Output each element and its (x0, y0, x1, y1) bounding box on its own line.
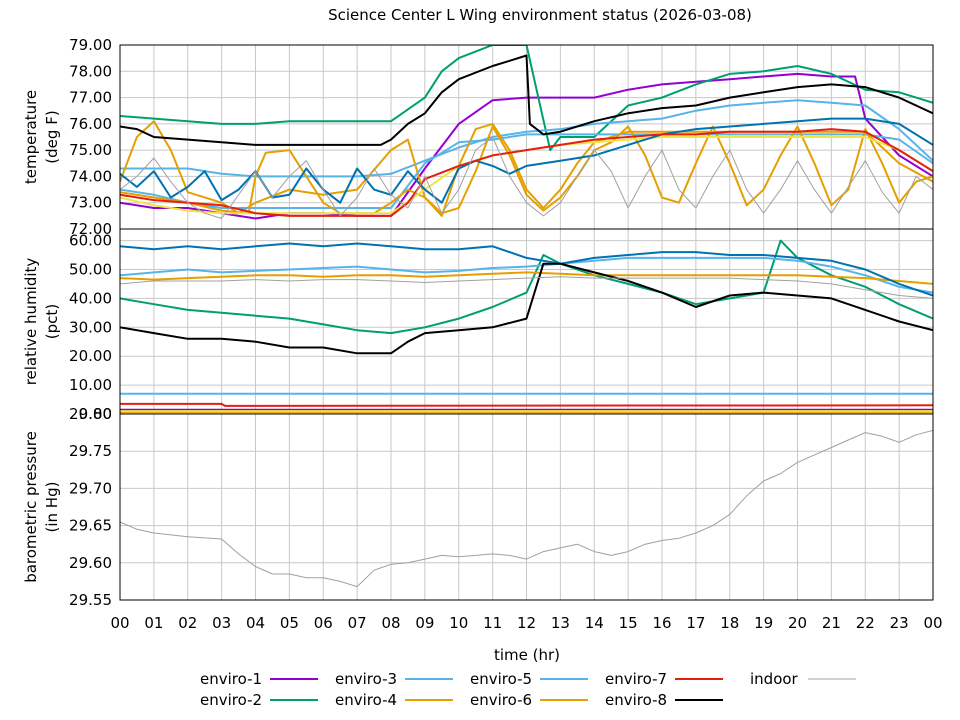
y-tick-label: 29.55 (69, 591, 112, 609)
panel-2: 29.55 29.60 29.65 29.70 29.75 29.80 barometric… (22, 405, 934, 609)
x-tick-label: 18 (720, 614, 739, 632)
series-line-enviro-5 (120, 256, 933, 294)
series-line-enviro-8-black- (120, 262, 933, 355)
series-line-enviro-8-black- (120, 54, 933, 146)
x-tick-label: 22 (856, 614, 875, 632)
y-tick-label: 76.00 (69, 115, 112, 133)
y-tick-label: 74.00 (69, 167, 112, 185)
chart-title: Science Center L Wing environment status… (328, 6, 752, 24)
x-tick-label: 23 (890, 614, 909, 632)
legend-label: enviro-5 (470, 670, 532, 688)
x-tick-label: 09 (415, 614, 434, 632)
series-line-indoor (120, 276, 933, 299)
series-line-enviro-2 (120, 239, 933, 335)
legend-label: enviro-2 (200, 691, 262, 709)
y-tick-label: 60.00 (69, 232, 112, 250)
panel-frame (119, 413, 934, 601)
x-tick-label: 00 (923, 614, 942, 632)
y-tick-label: 10.00 (69, 376, 112, 394)
x-tick-label: 06 (314, 614, 333, 632)
legend-label: enviro-1 (200, 670, 262, 688)
legend-label: enviro-8 (605, 691, 667, 709)
series-group (120, 429, 933, 588)
y-tick-label: 29.65 (69, 517, 112, 535)
x-tick-label: 10 (449, 614, 468, 632)
legend-label: enviro-7 (605, 670, 667, 688)
x-tick-label: 16 (652, 614, 671, 632)
y-tick-label: 20.00 (69, 347, 112, 365)
legend-label: indoor (750, 670, 799, 688)
y-axis-label: temperature (22, 90, 40, 184)
y-tick-label: 75.00 (69, 141, 112, 159)
y-tick-label: 50.00 (69, 260, 112, 278)
x-axis-label: time (hr) (494, 646, 560, 664)
series-line-enviro-7-red- (120, 402, 933, 407)
y-tick-label: 29.60 (69, 554, 112, 572)
y-axis-label: relative humidity (22, 258, 40, 386)
x-tick-label: 20 (788, 614, 807, 632)
x-tick-label: 11 (483, 614, 502, 632)
x-tick-label: 13 (551, 614, 570, 632)
legend-label: enviro-6 (470, 691, 532, 709)
series-line-enviro-8 (120, 117, 933, 204)
y-tick-label: 29.75 (69, 442, 112, 460)
series-line-enviro-8 (120, 242, 933, 297)
series-line-enviro-7-red- (120, 128, 933, 217)
x-tick-label: 04 (246, 614, 265, 632)
x-tick-label: 01 (144, 614, 163, 632)
x-tick-label: 15 (619, 614, 638, 632)
legend-label: enviro-4 (335, 691, 397, 709)
y-axis-label: (deg F) (43, 110, 61, 163)
x-tick-label: 02 (178, 614, 197, 632)
x-axis-ticks: 00 01 02 03 04 05 06 07 08 09 10 11 12 13 14 15 16 17 18 19… (110, 614, 942, 632)
y-axis-label: barometric pressure (22, 431, 40, 583)
x-tick-label: 08 (381, 614, 400, 632)
x-tick-label: 21 (822, 614, 841, 632)
series-group (120, 45, 933, 220)
y-tick-label: 29.70 (69, 479, 112, 497)
x-tick-label: 00 (110, 614, 129, 632)
y-axis-label: (pct) (43, 304, 61, 339)
y-tick-label: 77.00 (69, 89, 112, 107)
y-tick-label: 30.00 (69, 318, 112, 336)
series-line-enviro-5 (120, 133, 933, 209)
series-line-enviro-2 (120, 45, 933, 152)
y-tick-label: 73.00 (69, 194, 112, 212)
x-tick-label: 05 (280, 614, 299, 632)
series-line-indoor (120, 429, 933, 588)
legend: enviro-1 enviro-2 enviro-3 enviro-4 enviro-5… (200, 670, 856, 709)
x-tick-label: 17 (686, 614, 705, 632)
x-tick-label: 19 (754, 614, 773, 632)
y-tick-label: 29.80 (69, 405, 112, 423)
series-line-indoor (120, 136, 933, 219)
y-axis-label: (in Hg) (43, 482, 61, 533)
x-tick-label: 07 (348, 614, 367, 632)
x-tick-label: 12 (517, 614, 536, 632)
legend-label: enviro-3 (335, 670, 397, 688)
y-tick-label: 79.00 (69, 36, 112, 54)
series-group (120, 239, 933, 414)
y-tick-label: 40.00 (69, 289, 112, 307)
plot-panels: 72.00 73.00 74.00 75.00 76.00 77.00 78.00 79.00… (22, 36, 934, 609)
panel-1: 0.00 10.00 20.00 30.00 40.00 50.00 60.00 relati… (22, 228, 934, 423)
x-tick-label: 14 (585, 614, 604, 632)
series-line-enviro-6 (120, 125, 933, 215)
x-tick-label: 03 (212, 614, 231, 632)
series-line-enviro-1 (120, 72, 933, 220)
series-line-enviro-6 (120, 271, 933, 285)
y-tick-label: 72.00 (69, 220, 112, 238)
y-tick-label: 78.00 (69, 62, 112, 80)
y-tick-label: 0.00 (79, 405, 112, 423)
